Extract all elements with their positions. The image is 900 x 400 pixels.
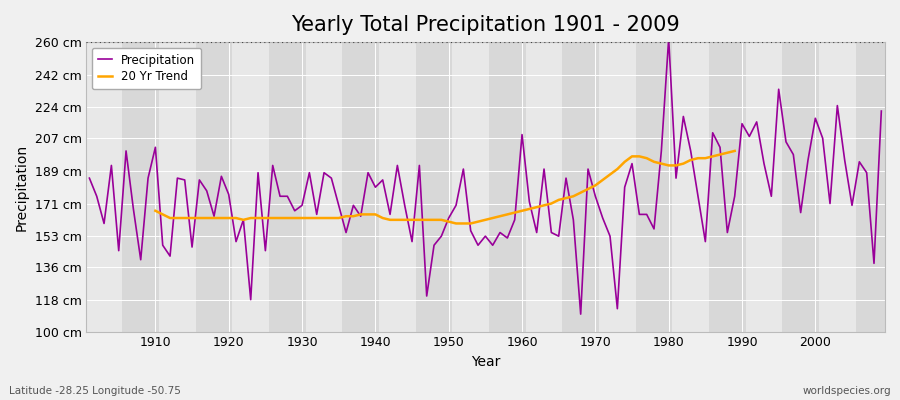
Precipitation — [348, 203, 359, 208]
Bar — [379, 42, 416, 332]
Precipitation — [509, 218, 520, 222]
Precipitation — [575, 312, 586, 316]
Bar — [526, 42, 562, 332]
Bar — [232, 42, 269, 332]
20 Yr Trend — [502, 212, 513, 217]
Precipitation — [612, 306, 623, 311]
20 Yr Trend — [451, 221, 462, 226]
20 Yr Trend — [407, 218, 418, 222]
Bar — [269, 42, 306, 332]
Bar — [306, 42, 342, 332]
Bar — [86, 42, 122, 332]
Bar — [122, 42, 159, 332]
Bar — [453, 42, 489, 332]
Bar — [489, 42, 526, 332]
Bar — [782, 42, 819, 332]
X-axis label: Year: Year — [471, 355, 500, 369]
Bar — [709, 42, 746, 332]
Line: Precipitation: Precipitation — [89, 38, 881, 314]
Bar — [856, 42, 885, 332]
Bar — [416, 42, 453, 332]
Precipitation — [143, 176, 154, 180]
Bar — [159, 42, 195, 332]
Text: Latitude -28.25 Longitude -50.75: Latitude -28.25 Longitude -50.75 — [9, 386, 181, 396]
Y-axis label: Precipitation: Precipitation — [15, 144, 29, 231]
Text: worldspecies.org: worldspecies.org — [803, 386, 891, 396]
20 Yr Trend — [554, 198, 564, 202]
Bar — [746, 42, 782, 332]
Bar — [562, 42, 599, 332]
20 Yr Trend — [729, 148, 740, 153]
Bar — [672, 42, 709, 332]
Bar — [342, 42, 379, 332]
Bar — [635, 42, 672, 332]
Precipitation — [517, 132, 527, 137]
20 Yr Trend — [509, 210, 520, 215]
20 Yr Trend — [670, 163, 681, 168]
20 Yr Trend — [531, 205, 542, 210]
Bar — [599, 42, 635, 332]
Bar — [819, 42, 856, 332]
Bar — [195, 42, 232, 332]
Precipitation — [663, 36, 674, 41]
Precipitation — [84, 176, 94, 180]
Line: 20 Yr Trend: 20 Yr Trend — [156, 151, 734, 224]
Precipitation — [876, 109, 886, 114]
Precipitation — [304, 170, 315, 175]
Title: Yearly Total Precipitation 1901 - 2009: Yearly Total Precipitation 1901 - 2009 — [291, 15, 680, 35]
Legend: Precipitation, 20 Yr Trend: Precipitation, 20 Yr Trend — [92, 48, 202, 89]
20 Yr Trend — [150, 208, 161, 213]
